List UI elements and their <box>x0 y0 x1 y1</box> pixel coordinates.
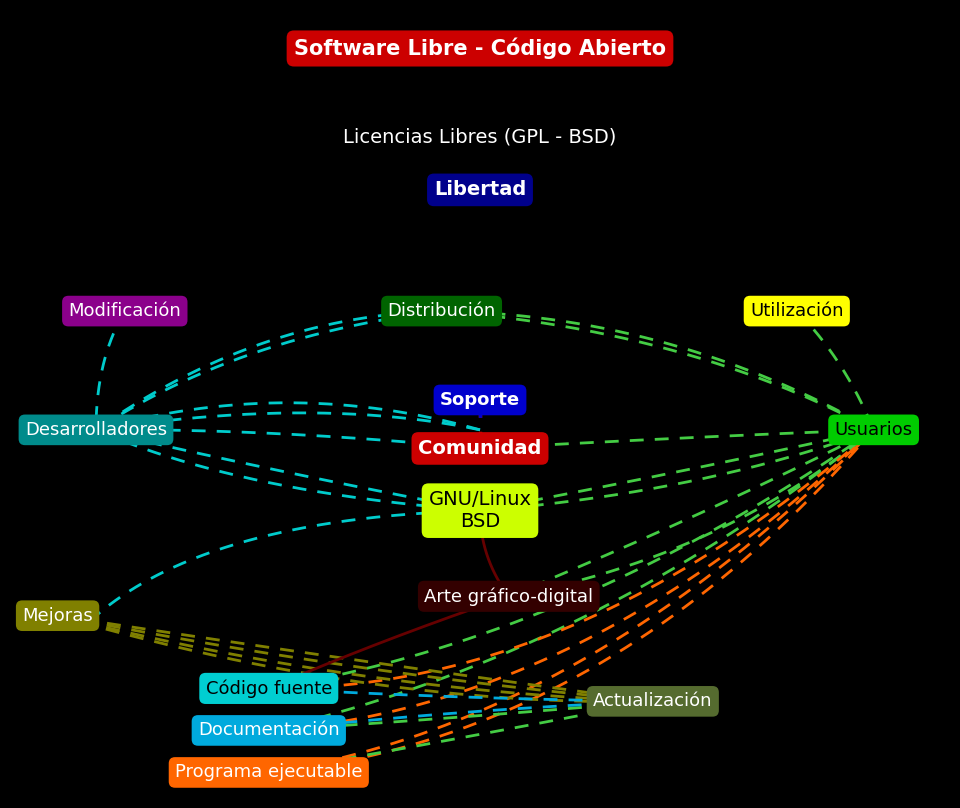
Text: Software Libre - Código Abierto: Software Libre - Código Abierto <box>294 38 666 59</box>
Text: Arte gráfico-digital: Arte gráfico-digital <box>424 587 593 605</box>
Text: Programa ejecutable: Programa ejecutable <box>175 764 363 781</box>
Text: Libertad: Libertad <box>434 180 526 200</box>
Text: Documentación: Documentación <box>198 722 340 739</box>
Text: Modificación: Modificación <box>68 302 181 320</box>
Text: Mejoras: Mejoras <box>22 607 93 625</box>
Text: Utilización: Utilización <box>750 302 844 320</box>
Text: Usuarios: Usuarios <box>834 421 913 439</box>
Text: Comunidad: Comunidad <box>419 439 541 458</box>
Text: GNU/Linux
BSD: GNU/Linux BSD <box>428 490 532 531</box>
Text: Soporte: Soporte <box>440 391 520 409</box>
Text: Distribución: Distribución <box>388 302 495 320</box>
Text: Desarrolladores: Desarrolladores <box>25 421 167 439</box>
Text: Código fuente: Código fuente <box>205 680 332 697</box>
Text: Licencias Libres (GPL - BSD): Licencias Libres (GPL - BSD) <box>344 128 616 147</box>
Text: Actualización: Actualización <box>593 692 712 710</box>
